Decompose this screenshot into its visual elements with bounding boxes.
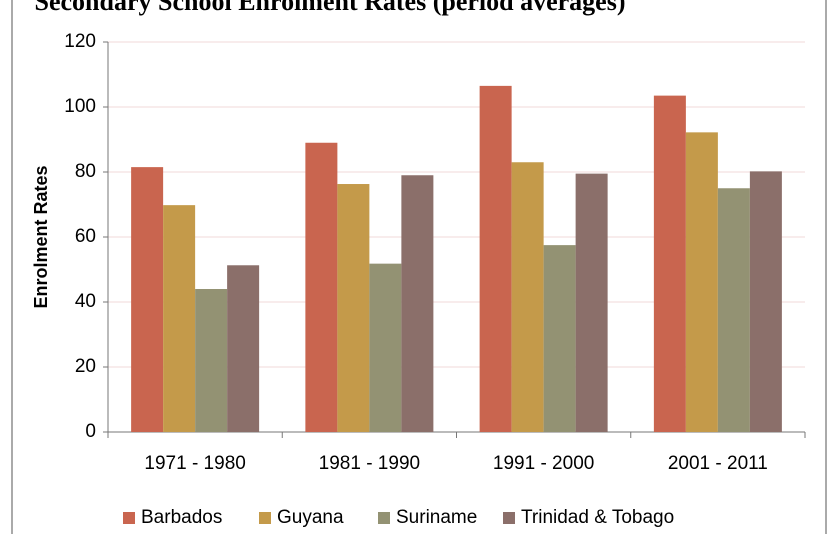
y-tick-label: 20: [75, 356, 96, 377]
legend-swatch: [123, 512, 135, 524]
x-tick-label: 1991 - 2000: [493, 453, 594, 474]
x-tick-label: 2001 - 2011: [668, 453, 768, 474]
x-tick-label: 1981 - 1990: [319, 453, 420, 474]
bar: [575, 173, 608, 432]
bar: [479, 85, 512, 432]
legend-swatch: [259, 512, 271, 524]
x-tick-label: 1971 - 1980: [144, 453, 245, 474]
bar: [163, 205, 196, 432]
y-tick-label: 40: [75, 291, 96, 312]
y-tick-label: 80: [75, 161, 96, 182]
y-tick-label: 100: [64, 96, 96, 117]
legend-label: Suriname: [396, 507, 477, 528]
bar: [337, 184, 370, 432]
bar: [717, 188, 750, 432]
y-tick-label: 0: [85, 421, 96, 442]
bar: [401, 175, 434, 432]
y-axis-label: Enrolment Rates: [31, 165, 51, 308]
legend-swatch: [503, 512, 515, 524]
chart-title: Secondary School Enrolment Rates (period…: [35, 0, 626, 16]
bar: [511, 162, 544, 432]
bar: [195, 289, 228, 432]
bar: [227, 265, 260, 432]
y-tick-label: 60: [75, 226, 96, 247]
y-tick-label: 120: [64, 31, 96, 52]
bar: [543, 245, 576, 432]
legend-label: Guyana: [277, 507, 344, 528]
bar: [369, 263, 402, 432]
bar: [685, 132, 718, 432]
bar: [131, 167, 164, 432]
bar: [749, 171, 782, 432]
bar: [653, 95, 686, 432]
legend-label: Barbados: [141, 507, 222, 528]
legend-swatch: [378, 512, 390, 524]
bar: [305, 142, 338, 432]
legend-label: Trinidad & Tobago: [521, 507, 674, 528]
